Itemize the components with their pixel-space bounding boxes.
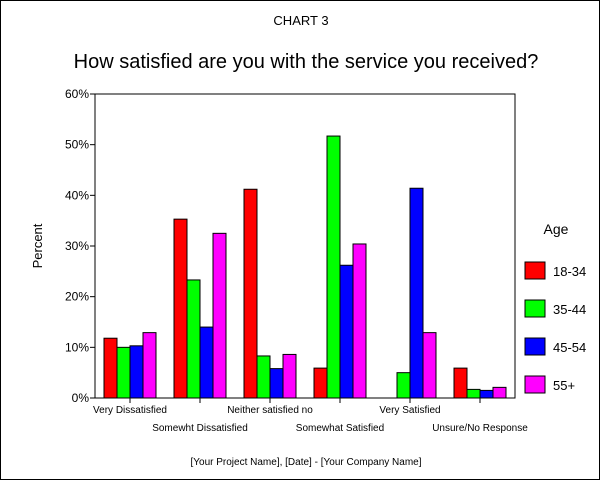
y-tick-label: 10% bbox=[65, 340, 89, 354]
bar-chart: 0% 10% 20% 30% 40% 50% 60% Very Dissatisfied So… bbox=[30, 87, 586, 434]
bar bbox=[422, 332, 437, 399]
plot-area-frame bbox=[94, 93, 516, 399]
y-tick-label: 40% bbox=[65, 188, 89, 202]
footer-text: [Your Project Name], [Date] - [Your Comp… bbox=[190, 457, 422, 468]
bar bbox=[396, 372, 411, 399]
bar bbox=[129, 345, 144, 399]
legend-swatch bbox=[524, 337, 546, 356]
y-axis: 0% 10% 20% 30% 40% 50% 60% bbox=[65, 87, 95, 405]
bar bbox=[479, 389, 494, 399]
bar bbox=[199, 326, 214, 399]
y-tick-label: 0% bbox=[72, 391, 90, 405]
x-tick-label: Unsure/No Response bbox=[432, 423, 528, 434]
bar bbox=[116, 346, 131, 399]
legend-swatch bbox=[524, 375, 546, 394]
y-tick-label: 60% bbox=[65, 87, 89, 101]
bar bbox=[466, 388, 481, 399]
x-axis: Very Dissatisfied Somewht Dissatisfied Nei… bbox=[93, 398, 528, 434]
y-tick-label: 50% bbox=[65, 138, 89, 152]
bar bbox=[409, 187, 424, 399]
bar bbox=[313, 367, 328, 399]
bar bbox=[339, 264, 354, 399]
y-tick-label: 20% bbox=[65, 290, 89, 304]
legend-entry-label: 45-54 bbox=[553, 340, 586, 355]
bar bbox=[282, 353, 297, 399]
legend-entry-label: 35-44 bbox=[553, 302, 586, 317]
bar bbox=[352, 243, 367, 399]
chart-label: CHART 3 bbox=[273, 13, 329, 28]
bar bbox=[453, 367, 468, 399]
bar bbox=[142, 332, 157, 399]
y-tick-label: 30% bbox=[65, 239, 89, 253]
x-tick-label: Very Satisfied bbox=[379, 405, 440, 416]
bar bbox=[269, 368, 284, 399]
bar bbox=[243, 188, 258, 399]
legend-swatch bbox=[524, 261, 546, 280]
bar bbox=[212, 232, 227, 399]
x-tick-label: Somewhat Satisfied bbox=[296, 423, 384, 434]
bar bbox=[326, 135, 341, 399]
legend-title: Age bbox=[544, 221, 569, 237]
chart-title: How satisfied are you with the service y… bbox=[73, 51, 539, 73]
bar bbox=[103, 337, 118, 399]
bar bbox=[173, 218, 188, 399]
y-axis-title: Percent bbox=[30, 223, 45, 268]
bar bbox=[256, 355, 271, 399]
x-tick-label: Somewht Dissatisfied bbox=[152, 423, 248, 434]
bars bbox=[103, 135, 507, 399]
legend-entry-label: 55+ bbox=[553, 378, 575, 393]
legend-swatch bbox=[524, 299, 546, 318]
x-tick-label: Very Dissatisfied bbox=[93, 405, 167, 416]
legend: Age 18-34 35-44 45-54 55+ bbox=[524, 221, 586, 394]
x-tick-label: Neither satisfied no bbox=[227, 405, 313, 416]
bar bbox=[492, 386, 507, 399]
bar bbox=[186, 279, 201, 399]
legend-entry-label: 18-34 bbox=[553, 264, 586, 279]
